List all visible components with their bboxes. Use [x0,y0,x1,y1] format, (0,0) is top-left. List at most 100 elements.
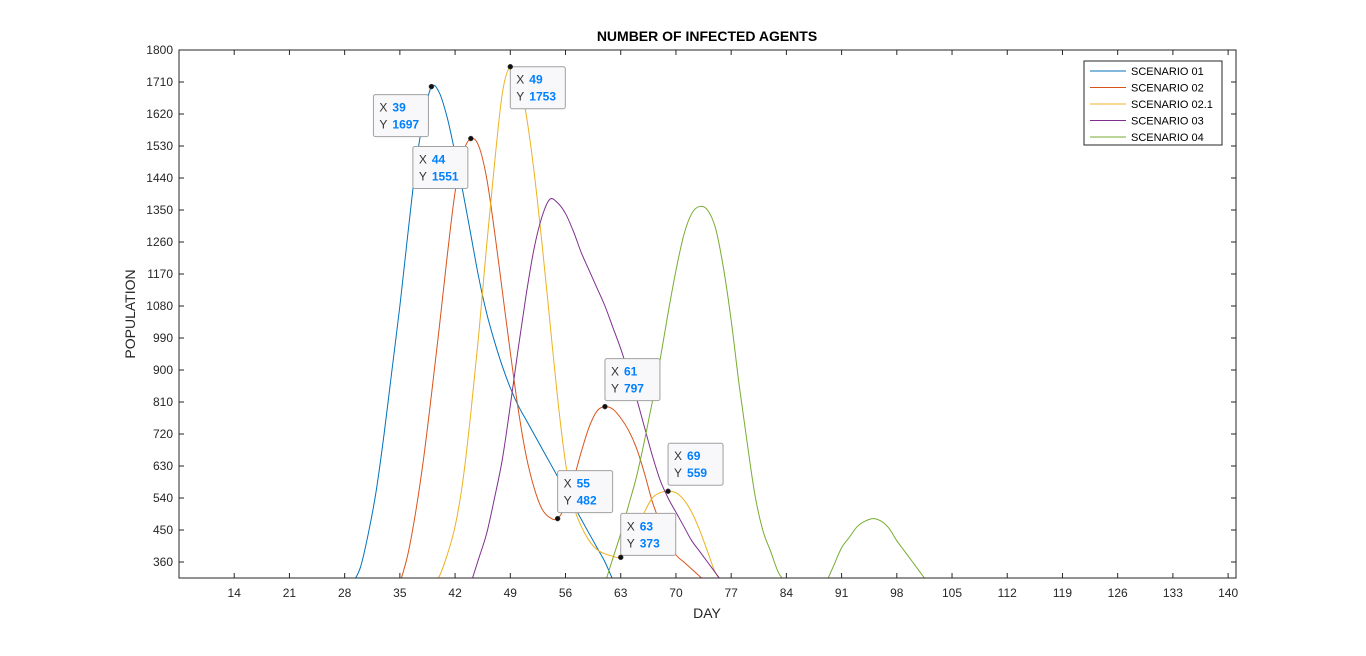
series-line-5 [827,518,926,578]
datatip[interactable]: X 63 Y 373 [617,512,677,561]
datatip-y-value: 1753 [529,90,556,104]
plot-frame [178,49,1237,579]
datatip-marker [617,554,624,561]
y-tick-label: 1260 [146,235,173,249]
datatip-marker [428,83,435,90]
datatip-y-key: Y [516,90,524,104]
datatip-x-key: X [674,449,682,463]
y-axis-label: POPULATION [122,269,138,358]
y-tick-label: 1170 [147,267,173,281]
x-tick-label: 42 [448,586,462,600]
datatip-y-key: Y [627,536,635,550]
plot-area [179,50,1236,578]
datatip-y-value: 797 [624,382,644,396]
x-tick-label: 119 [1053,586,1072,600]
datatip-y-value: 482 [577,494,597,508]
y-tick-label: 1620 [146,107,173,121]
x-tick-label: 126 [1108,586,1128,600]
datatip[interactable]: X 39 Y 1697 [372,83,435,138]
datatip-x-key: X [627,519,635,533]
datatip[interactable]: X 49 Y 1753 [507,63,566,110]
datatip-marker [507,63,514,70]
datatip-y-value: 559 [687,466,707,480]
datatip-marker [468,135,474,142]
datatip-x-key: X [379,101,387,115]
datatip-y-value: 373 [640,536,660,550]
datatip[interactable]: X 69 Y 559 [665,442,724,494]
datatip-y-key: Y [379,118,387,132]
datatip-x-value: 49 [529,73,543,87]
y-tick-label: 720 [153,427,173,441]
datatip-x-value: 61 [624,365,638,379]
y-tick-label: 810 [153,395,173,409]
x-axis-label: DAY [693,605,721,621]
datatip-box [412,146,469,190]
datatip-box [372,94,429,138]
datatip-marker [665,488,671,494]
datatip-x-key: X [611,365,619,379]
datatip-x-value: 69 [687,449,701,463]
y-tick-label: 540 [153,491,173,505]
datatip-box [557,470,614,514]
datatip-x-value: 44 [432,153,446,167]
datatip-box [509,66,566,110]
datatip-marker [554,515,561,522]
datatip-y-key: Y [419,170,427,184]
legend-label: SCENARIO 02 [1131,83,1204,95]
y-tick-label: 1080 [146,299,173,313]
x-tick-label: 133 [1163,586,1183,600]
datatip-y-key: Y [564,494,572,508]
x-tick-label: 21 [283,586,297,600]
y-tick-label: 1440 [146,171,173,185]
x-tick-label: 84 [780,586,794,600]
datatip[interactable]: X 61 Y 797 [602,358,661,410]
datatip-x-key: X [419,153,427,167]
y-tick-label: 1800 [146,43,173,57]
series-line-5 [606,205,783,578]
x-tick-label: 35 [393,586,407,600]
x-tick-label: 98 [890,586,904,600]
legend-label: SCENARIO 03 [1131,116,1204,128]
datatip-marker [602,403,608,410]
datatip-x-key: X [516,73,524,87]
datatip[interactable]: X 55 Y 482 [554,470,614,522]
datatip-x-value: 39 [392,101,406,115]
x-tick-label: 70 [669,586,683,600]
y-tick-label: 1530 [146,139,173,153]
x-tick-label: 63 [614,586,628,600]
legend-box [1083,60,1223,146]
datatip-x-value: 55 [577,477,591,491]
datatip-box [667,442,724,486]
chart-title: NUMBER OF INFECTED AGENTS [597,28,817,44]
x-tick-label: 56 [559,586,573,600]
legend-label: SCENARIO 02.1 [1131,99,1213,111]
datatip-box [604,358,661,402]
legend-label: SCENARIO 04 [1131,132,1204,144]
legend-label: SCENARIO 01 [1131,66,1204,78]
datatip-box [620,512,677,556]
y-tick-label: 1350 [146,203,173,217]
datatip-y-value: 1697 [392,118,419,132]
series-line-2 [400,137,703,578]
x-tick-label: 140 [1218,586,1238,600]
datatip-y-key: Y [674,466,682,480]
datatip-x-key: X [564,477,572,491]
datatip-y-key: Y [611,382,619,396]
x-tick-label: 28 [338,586,352,600]
y-tick-label: 900 [153,363,173,377]
series-line-4 [472,198,720,578]
y-tick-label: 990 [153,331,173,345]
x-tick-label: 14 [228,586,242,600]
y-tick-label: 630 [153,459,173,473]
legend[interactable]: SCENARIO 01 SCENARIO 02 SCENARIO 02.1 SCENA… [1083,60,1223,146]
x-tick-label: 49 [504,586,518,600]
x-tick-label: 112 [998,586,1017,600]
datatip-y-value: 1551 [432,170,459,184]
x-tick-label: 105 [942,586,962,600]
y-tick-label: 1710 [146,75,173,89]
datatip-x-value: 63 [640,519,654,533]
datatip[interactable]: X 44 Y 1551 [412,135,474,190]
